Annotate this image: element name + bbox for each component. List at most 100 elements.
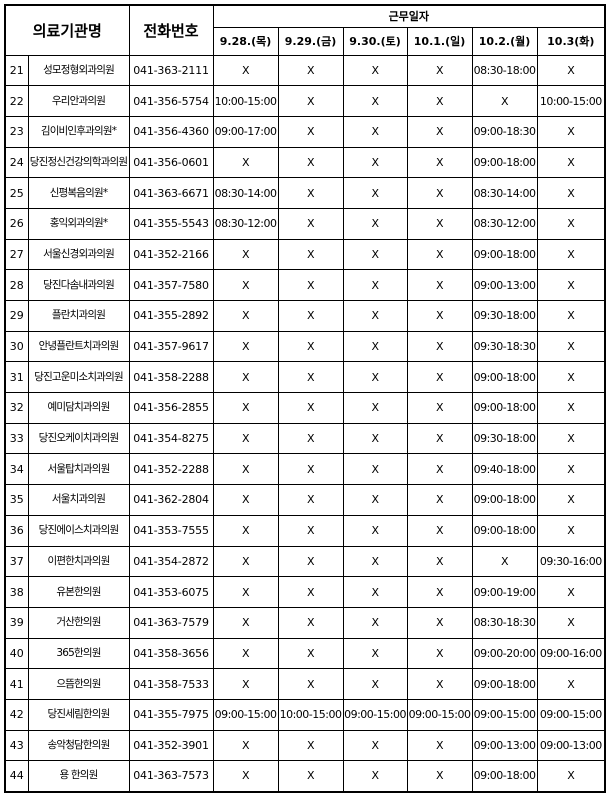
row-number: 40 <box>4 637 29 670</box>
work-hours: X <box>406 207 473 240</box>
work-hours: X <box>536 606 606 639</box>
clinic-name: 홍익외과의원* <box>27 207 130 240</box>
work-hours: X <box>277 576 344 608</box>
table-row: 37 이편한치과의원 041-354-2872 X X X X X 09:30-16:00 <box>4 545 606 578</box>
row-number: 33 <box>4 422 29 455</box>
phone: 041-356-2855 <box>128 392 214 424</box>
clinic-name: 으뜸한의원 <box>27 668 130 700</box>
work-hours: X <box>277 668 344 700</box>
clinic-name: 우리안과의원 <box>27 85 130 117</box>
work-hours: 09:00-18:00 <box>471 238 538 271</box>
table-row: 23 김이비인후과의원* 041-356-4360 09:00-17:00 X X X 09:… <box>4 115 606 148</box>
clinic-name: 당진세림한의원 <box>27 698 130 731</box>
header-phone: 전화번호 <box>128 4 214 56</box>
row-number: 36 <box>4 514 29 547</box>
work-hours: X <box>342 392 408 424</box>
work-hours: X <box>342 545 408 578</box>
work-hours: X <box>406 300 473 332</box>
phone: 041-358-7533 <box>128 668 214 700</box>
work-hours: X <box>342 453 408 486</box>
row-number: 24 <box>4 146 29 179</box>
phone: 041-357-9617 <box>128 330 214 363</box>
work-hours: X <box>406 146 473 179</box>
clinic-name: 송악청담한의원 <box>27 729 130 762</box>
work-hours: 09:00-19:00 <box>471 576 538 608</box>
work-hours: X <box>212 484 279 516</box>
work-hours: X <box>536 54 606 87</box>
work-hours: X <box>212 422 279 455</box>
work-hours: X <box>212 54 279 87</box>
work-hours: X <box>536 207 606 240</box>
table-row: 33 당진오케이치과의원 041-354-8275 X X X X 09:30-18:00 X <box>4 422 606 455</box>
work-hours: X <box>406 453 473 486</box>
work-hours: X <box>406 606 473 639</box>
work-hours: 09:00-18:00 <box>471 392 538 424</box>
work-hours: X <box>471 545 538 578</box>
phone: 041-353-6075 <box>128 576 214 608</box>
work-hours: X <box>406 760 473 792</box>
work-hours: X <box>536 115 606 148</box>
work-hours: X <box>277 330 344 363</box>
work-hours: X <box>406 330 473 363</box>
work-hours: X <box>212 668 279 700</box>
work-hours: 09:30-18:00 <box>471 300 538 332</box>
phone: 041-352-2166 <box>128 238 214 271</box>
work-hours: 09:00-13:00 <box>471 729 538 762</box>
work-hours: X <box>277 146 344 179</box>
work-hours: 09:00-18:00 <box>471 146 538 179</box>
work-hours: X <box>406 729 473 762</box>
work-hours: X <box>277 269 344 301</box>
work-hours: 09:00-18:30 <box>471 115 538 148</box>
date-header: 9.30.(토) <box>342 26 408 56</box>
clinic-name: 서울치과의원 <box>27 484 130 516</box>
work-hours: X <box>212 269 279 301</box>
work-hours: X <box>342 330 408 363</box>
work-hours: 09:00-18:00 <box>471 760 538 792</box>
work-hours: X <box>342 54 408 87</box>
work-hours: X <box>406 238 473 271</box>
phone: 041-358-2288 <box>128 361 214 394</box>
work-hours: X <box>212 606 279 639</box>
table-row: 28 당진다솜내과의원 041-357-7580 X X X X 09:00-13:00 X <box>4 269 606 301</box>
work-hours: 09:00-18:00 <box>471 668 538 700</box>
header-name: 의료기관명 <box>4 4 130 56</box>
work-hours: 09:00-13:00 <box>536 729 606 762</box>
table-row: 40 365한의원 041-358-3656 X X X X 09:00-20:00 09:00… <box>4 637 606 670</box>
work-hours: 10:00-15:00 <box>212 85 279 117</box>
work-hours: X <box>342 238 408 271</box>
phone: 041-354-8275 <box>128 422 214 455</box>
work-hours: X <box>342 668 408 700</box>
clinic-name: 당진고운미소치과의원 <box>27 361 130 394</box>
work-hours: 08:30-12:00 <box>471 207 538 240</box>
work-hours: 09:00-15:00 <box>471 698 538 731</box>
table-row: 42 당진세림한의원 041-355-7975 09:00-15:00 10:00-15… <box>4 698 606 731</box>
work-hours: X <box>342 300 408 332</box>
work-hours: 09:00-15:00 <box>212 698 279 731</box>
row-number: 26 <box>4 207 29 240</box>
work-hours: X <box>342 85 408 117</box>
work-hours: X <box>536 238 606 271</box>
date-header: 10.2.(월) <box>471 26 538 56</box>
work-hours: X <box>277 729 344 762</box>
work-hours: X <box>277 361 344 394</box>
work-hours: X <box>406 361 473 394</box>
table-row: 44 용 한의원 041-363-7573 X X X X 09:00-18:00 X <box>4 760 606 792</box>
work-hours: 09:00-18:00 <box>471 361 538 394</box>
phone: 041-352-3901 <box>128 729 214 762</box>
work-hours: 08:30-14:00 <box>471 177 538 209</box>
work-hours: X <box>536 453 606 486</box>
clinic-name: 이편한치과의원 <box>27 545 130 578</box>
phone: 041-355-7975 <box>128 698 214 731</box>
clinic-name: 당진에이스치과의원 <box>27 514 130 547</box>
clinic-name: 당진오케이치과의원 <box>27 422 130 455</box>
work-hours: 09:30-18:00 <box>471 422 538 455</box>
work-hours: X <box>212 238 279 271</box>
clinic-name: 유본한의원 <box>27 576 130 608</box>
work-hours: 09:30-16:00 <box>536 545 606 578</box>
work-hours: X <box>406 392 473 424</box>
clinic-name: 당진다솜내과의원 <box>27 269 130 301</box>
work-hours: X <box>342 606 408 639</box>
work-hours: 09:00-18:00 <box>471 514 538 547</box>
work-hours: X <box>536 146 606 179</box>
